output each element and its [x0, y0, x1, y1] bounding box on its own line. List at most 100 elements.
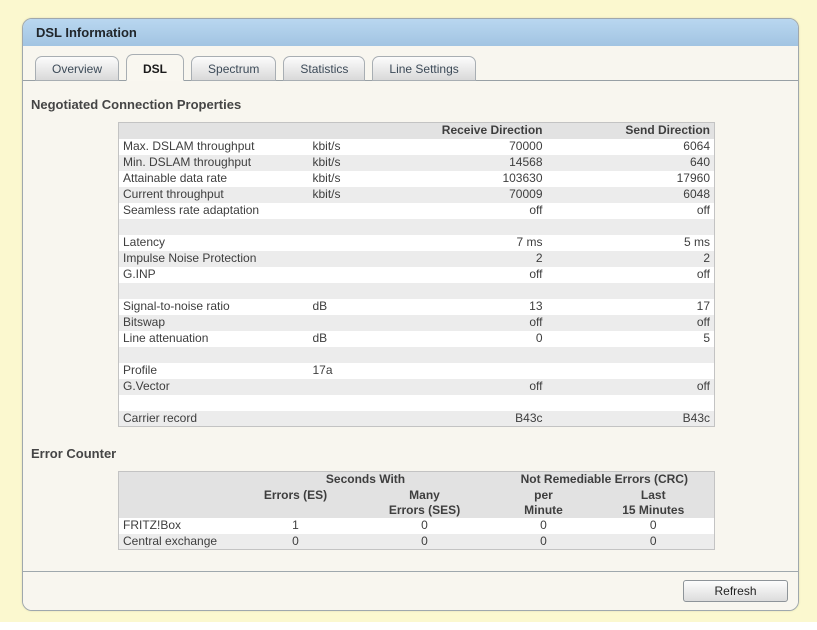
error-row-name: FRITZ!Box: [119, 518, 237, 534]
property-name: Line attenuation: [119, 331, 309, 347]
error-header-empty: [119, 488, 237, 518]
connection-header-empty: [309, 123, 401, 139]
per-minute-value: 0: [495, 518, 593, 534]
error-counter-table: Seconds With Not Remediable Errors (CRC)…: [118, 471, 715, 550]
last-15-minutes-header: Last15 Minutes: [593, 488, 715, 518]
errors-es-value: 1: [237, 518, 355, 534]
table-row: Central exchange 0 0 0 0: [119, 534, 715, 550]
last-15-minutes-header-line1: Last: [597, 488, 711, 503]
property-name: Attainable data rate: [119, 171, 309, 187]
receive-value: 7 ms: [401, 235, 547, 251]
send-value: off: [547, 315, 715, 331]
connection-table: Receive Direction Send Direction Max. DS…: [118, 122, 715, 427]
dsl-information-panel: DSL Information Overview DSL Spectrum St…: [22, 18, 799, 611]
connection-section-title: Negotiated Connection Properties: [31, 97, 790, 112]
unit-cell: [309, 267, 401, 283]
send-value: 5: [547, 331, 715, 347]
tab-statistics-label: Statistics: [300, 62, 348, 76]
unit-cell: [309, 379, 401, 395]
send-value: off: [547, 267, 715, 283]
tab-line-settings[interactable]: Line Settings: [372, 56, 475, 81]
refresh-button[interactable]: Refresh: [683, 580, 788, 602]
receive-value: off: [401, 315, 547, 331]
receive-direction-header: Receive Direction: [401, 123, 547, 139]
tab-content: Negotiated Connection Properties Receive…: [23, 81, 798, 550]
panel-footer: Refresh: [23, 571, 798, 610]
many-errors-ses-header: ManyErrors (SES): [355, 488, 495, 518]
per-minute-header-line1: per: [499, 488, 589, 503]
tab-dsl[interactable]: DSL: [126, 54, 184, 81]
property-name: Min. DSLAM throughput: [119, 155, 309, 171]
receive-value: [401, 283, 547, 299]
per-minute-header: perMinute: [495, 488, 593, 518]
table-row: Seamless rate adaptation offoff: [119, 203, 715, 219]
unit-cell: dB: [309, 299, 401, 315]
property-name: Current throughput: [119, 187, 309, 203]
tab-overview[interactable]: Overview: [35, 56, 119, 81]
error-section-title: Error Counter: [31, 446, 790, 461]
table-row: Current throughputkbit/s700096048: [119, 187, 715, 203]
window-titlebar: DSL Information: [23, 19, 798, 46]
send-value: 6048: [547, 187, 715, 203]
last-15-minutes-value: 0: [593, 518, 715, 534]
tab-line-settings-label: Line Settings: [389, 62, 458, 76]
send-value: [547, 283, 715, 299]
table-row: Bitswap offoff: [119, 315, 715, 331]
unit-cell: [309, 251, 401, 267]
receive-value: 70009: [401, 187, 547, 203]
table-row: Impulse Noise Protection22: [119, 251, 715, 267]
spacer-row: [119, 283, 715, 299]
unit-cell: [309, 411, 401, 427]
many-errors-ses-value: 0: [355, 534, 495, 550]
unit-cell: 17a: [309, 363, 401, 379]
receive-value: [401, 347, 547, 363]
spacer-row: [119, 347, 715, 363]
property-name: Carrier record: [119, 411, 309, 427]
table-row: FRITZ!Box 1 0 0 0: [119, 518, 715, 534]
property-name: Bitswap: [119, 315, 309, 331]
send-value: [547, 363, 715, 379]
receive-value: 13: [401, 299, 547, 315]
send-value: 6064: [547, 139, 715, 155]
many-errors-ses-header-line2: Errors (SES): [359, 503, 491, 518]
many-errors-ses-header-line1: Many: [359, 488, 491, 503]
connection-header-empty: [119, 123, 309, 139]
spacer-row: [119, 219, 715, 235]
property-name: Signal-to-noise ratio: [119, 299, 309, 315]
per-minute-header-line2: Minute: [499, 503, 589, 518]
property-name: [119, 219, 309, 235]
unit-cell: kbit/s: [309, 187, 401, 203]
tab-bar: Overview DSL Spectrum Statistics Line Se…: [23, 46, 798, 81]
send-value: [547, 219, 715, 235]
last-15-minutes-header-line2: 15 Minutes: [597, 503, 711, 518]
property-name: Impulse Noise Protection: [119, 251, 309, 267]
property-name: [119, 283, 309, 299]
table-row: Signal-to-noise ratiodB1317: [119, 299, 715, 315]
send-value: [547, 395, 715, 411]
unit-cell: kbit/s: [309, 171, 401, 187]
tab-spectrum-label: Spectrum: [208, 62, 259, 76]
table-row: Min. DSLAM throughputkbit/s14568640: [119, 155, 715, 171]
table-row: Attainable data ratekbit/s10363017960: [119, 171, 715, 187]
tab-spectrum[interactable]: Spectrum: [191, 56, 276, 81]
receive-value: [401, 219, 547, 235]
property-name: Latency: [119, 235, 309, 251]
tab-dsl-label: DSL: [143, 62, 167, 76]
property-name: Seamless rate adaptation: [119, 203, 309, 219]
send-value: off: [547, 203, 715, 219]
property-name: G.INP: [119, 267, 309, 283]
receive-value: off: [401, 203, 547, 219]
table-row: Carrier recordB43cB43c: [119, 411, 715, 427]
error-header-empty: [119, 472, 237, 488]
send-value: B43c: [547, 411, 715, 427]
send-value: 2: [547, 251, 715, 267]
tab-statistics[interactable]: Statistics: [283, 56, 365, 81]
connection-header-row: Receive Direction Send Direction: [119, 123, 715, 139]
property-name: [119, 395, 309, 411]
send-value: 640: [547, 155, 715, 171]
crc-group-header: Not Remediable Errors (CRC): [495, 472, 715, 488]
unit-cell: [309, 235, 401, 251]
errors-es-header: Errors (ES): [237, 488, 355, 518]
errors-es-header-line1: Errors (ES): [241, 488, 351, 503]
property-name: Profile: [119, 363, 309, 379]
